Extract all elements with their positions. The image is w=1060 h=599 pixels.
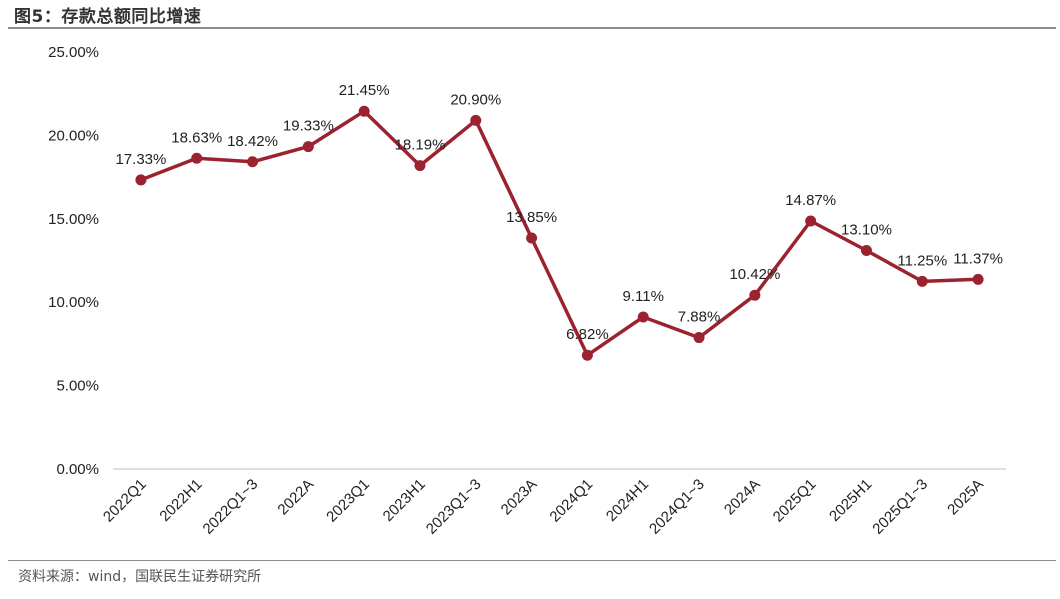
x-tick-label: 2023A xyxy=(498,476,541,519)
x-tick-label: 2022Q1 xyxy=(100,476,150,526)
data-label: 17.33% xyxy=(115,151,166,168)
data-point xyxy=(860,244,872,256)
source-note: 资料来源：wind，国联民生证券研究所 xyxy=(18,569,262,585)
data-point xyxy=(247,156,259,168)
title-divider xyxy=(8,27,1056,29)
x-tick-label: 2022A xyxy=(274,476,317,519)
data-label: 11.25% xyxy=(897,252,947,269)
data-point xyxy=(135,174,147,186)
data-point xyxy=(805,215,817,227)
figure-title: 图5：存款总额同比增速 xyxy=(14,7,202,27)
x-tick-label: 2024Q1~3 xyxy=(646,476,708,538)
data-label: 20.90% xyxy=(450,91,501,108)
data-point xyxy=(414,160,426,172)
x-tick-label: 2024A xyxy=(721,476,764,519)
data-label: 13.85% xyxy=(506,209,557,226)
x-tick-label: 2025Q1~3 xyxy=(869,476,931,538)
data-label: 21.45% xyxy=(339,82,390,99)
x-tick-label: 2023Q1 xyxy=(323,476,373,526)
data-point xyxy=(693,332,705,344)
data-labels: 17.33% 18.63% 18.42% 19.33% 21.45% 18.19% 20.9… xyxy=(115,82,1003,343)
data-label: 18.42% xyxy=(227,133,278,150)
y-tick-label: 25.00% xyxy=(48,44,99,61)
data-label: 11.37% xyxy=(953,250,1003,267)
data-point xyxy=(191,152,203,164)
data-point xyxy=(749,289,761,301)
y-tick-label: 20.00% xyxy=(48,127,99,144)
data-label: 9.11% xyxy=(623,288,664,305)
y-axis: 0.00% 5.00% 10.00% 15.00% 20.00% 25.00% xyxy=(48,44,99,478)
data-point xyxy=(302,141,314,153)
x-tick-label: 2024H1 xyxy=(603,476,652,525)
y-tick-label: 15.00% xyxy=(48,211,99,228)
series-line xyxy=(140,109,979,357)
x-tick-label: 2025H1 xyxy=(826,476,875,525)
data-point xyxy=(526,232,538,244)
data-point xyxy=(637,311,649,323)
x-tick-label: 2022Q1~3 xyxy=(199,476,261,538)
data-label: 14.87% xyxy=(785,192,836,209)
data-label: 18.63% xyxy=(171,129,222,146)
data-point xyxy=(470,114,482,126)
data-label: 18.19% xyxy=(395,137,446,154)
x-tick-label: 2025Q1 xyxy=(770,476,820,526)
data-label: 7.88% xyxy=(678,309,721,326)
data-label: 19.33% xyxy=(283,118,334,135)
y-tick-label: 0.00% xyxy=(56,461,99,478)
x-tick-label: 2023Q1~3 xyxy=(423,476,485,538)
line-chart: 0.00% 5.00% 10.00% 15.00% 20.00% 25.00% 2022Q… xyxy=(48,44,1006,538)
source-divider xyxy=(8,560,1056,561)
y-tick-label: 5.00% xyxy=(56,378,99,395)
x-tick-label: 2024Q1 xyxy=(546,476,596,526)
data-point xyxy=(358,105,370,117)
data-point xyxy=(916,275,928,287)
data-point xyxy=(581,349,593,361)
y-tick-label: 10.00% xyxy=(48,294,99,311)
x-tick-label: 2022H1 xyxy=(156,476,205,525)
data-label: 6.82% xyxy=(566,326,609,343)
x-tick-label: 2025A xyxy=(944,476,987,519)
data-label: 13.10% xyxy=(841,221,892,238)
data-point xyxy=(972,273,984,285)
data-label: 10.42% xyxy=(729,266,780,283)
series-markers xyxy=(135,105,984,361)
x-tick-label: 2023H1 xyxy=(380,476,429,525)
